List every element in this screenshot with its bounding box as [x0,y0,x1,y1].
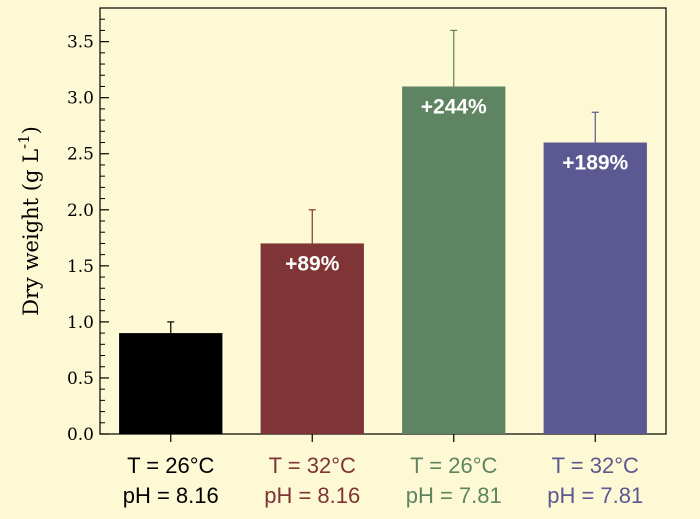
y-axis-ticks: 0.0 0.5 1.0 1.5 2.0 2.5 3.0 3.5 [67,7,109,445]
bar-annotation: +244% [421,95,487,118]
y-tick-label: 3.5 [67,33,94,53]
y-tick-label: 0.0 [67,425,94,445]
bars: +89% +244% +189% [119,29,647,435]
y-tick-label: 1.5 [67,257,94,277]
category-label-temperature: T = 32°C [269,453,356,478]
category-label-ph: pH = 7.81 [406,483,502,508]
category-label-ph: pH = 8.16 [264,483,360,508]
y-tick-label: 1.0 [67,313,94,333]
category-label-temperature: T = 26°C [410,453,497,478]
category-label-temperature: T = 32°C [552,453,639,478]
category-label-ph: pH = 7.81 [547,483,643,508]
bar-annotation: +189% [562,152,628,175]
category-label-temperature: T = 26°C [127,453,214,478]
x-axis-labels: T = 26°C pH = 8.16 T = 32°C pH = 8.16 T = 26… [123,434,643,508]
y-axis-title: Dry weight (g L-1) [15,126,43,316]
y-tick-label: 3.0 [67,89,94,109]
bar-annotation: +89% [285,252,340,275]
category-label-ph: pH = 8.16 [123,483,219,508]
y-tick-label: 2.0 [67,201,94,221]
y-tick-label: 0.5 [67,369,94,389]
y-tick-label: 2.5 [67,145,94,165]
bar [119,333,223,434]
bar [543,142,647,435]
bar [402,86,506,434]
bar [260,243,364,434]
